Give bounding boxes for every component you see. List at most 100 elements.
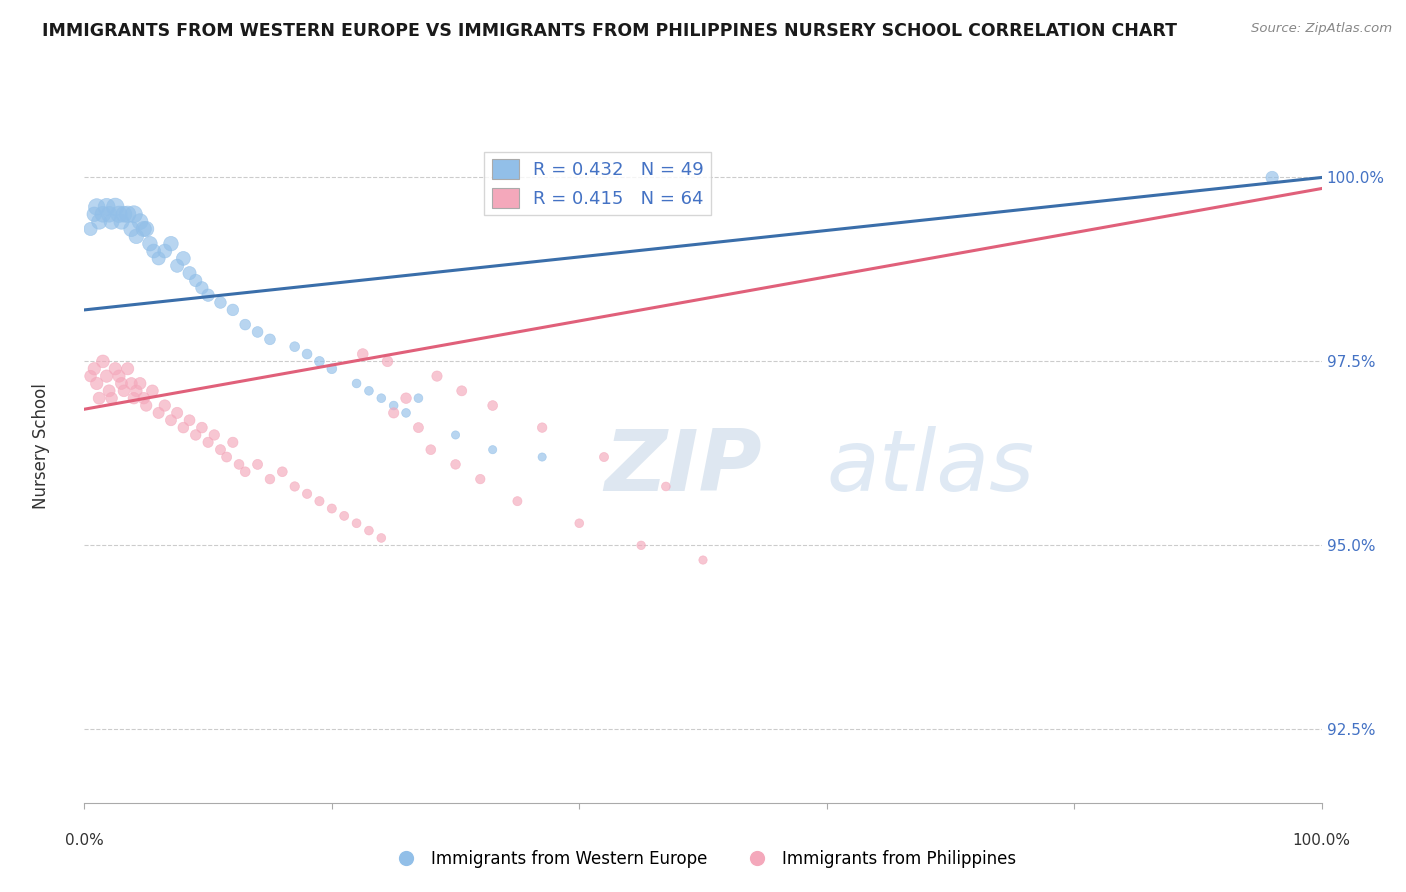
- Point: [426, 369, 449, 384]
- Point: [120, 222, 142, 236]
- Point: [246, 325, 269, 339]
- Point: [352, 347, 374, 361]
- Point: [481, 399, 503, 413]
- Point: [86, 376, 108, 391]
- Point: [98, 207, 121, 221]
- Point: [197, 288, 219, 302]
- Point: [295, 347, 318, 361]
- Point: [222, 435, 245, 450]
- Point: [110, 376, 132, 391]
- Point: [408, 420, 430, 434]
- Point: [395, 391, 418, 405]
- Point: [382, 399, 405, 413]
- Point: [259, 332, 281, 346]
- Point: [129, 214, 152, 228]
- Point: [271, 465, 294, 479]
- Point: [321, 501, 343, 516]
- Point: [117, 207, 139, 221]
- Point: [481, 442, 503, 457]
- Point: [135, 222, 157, 236]
- Point: [122, 391, 145, 405]
- Text: Nursery School: Nursery School: [32, 383, 51, 509]
- Point: [321, 361, 343, 376]
- Point: [215, 450, 238, 464]
- Point: [308, 494, 330, 508]
- Point: [132, 391, 155, 405]
- Point: [506, 494, 529, 508]
- Point: [104, 200, 127, 214]
- Point: [79, 369, 101, 384]
- Point: [470, 472, 492, 486]
- Point: [96, 369, 118, 384]
- Point: [160, 413, 183, 427]
- Point: [179, 413, 201, 427]
- Point: [191, 420, 214, 434]
- Point: [593, 450, 616, 464]
- Point: [346, 376, 368, 391]
- Point: [377, 354, 399, 368]
- Point: [148, 406, 170, 420]
- Point: [357, 384, 380, 398]
- Point: [382, 406, 405, 420]
- Point: [202, 428, 225, 442]
- Point: [132, 222, 155, 236]
- Point: [172, 252, 194, 266]
- Point: [86, 200, 108, 214]
- Legend: Immigrants from Western Europe, Immigrants from Philippines: Immigrants from Western Europe, Immigran…: [382, 844, 1024, 875]
- Point: [531, 420, 554, 434]
- Point: [209, 295, 232, 310]
- Text: IMMIGRANTS FROM WESTERN EUROPE VS IMMIGRANTS FROM PHILIPPINES NURSERY SCHOOL COR: IMMIGRANTS FROM WESTERN EUROPE VS IMMIGR…: [42, 22, 1177, 40]
- Text: 0.0%: 0.0%: [65, 833, 104, 848]
- Point: [142, 244, 165, 258]
- Point: [172, 420, 194, 434]
- Text: atlas: atlas: [827, 425, 1035, 509]
- Point: [153, 244, 176, 258]
- Point: [160, 236, 183, 251]
- Point: [125, 384, 148, 398]
- Point: [184, 273, 207, 287]
- Point: [450, 384, 472, 398]
- Point: [83, 361, 105, 376]
- Point: [120, 376, 142, 391]
- Text: 100.0%: 100.0%: [1292, 833, 1351, 848]
- Point: [166, 406, 188, 420]
- Point: [89, 391, 111, 405]
- Point: [91, 207, 114, 221]
- Point: [222, 302, 245, 317]
- Point: [83, 207, 105, 221]
- Legend: R = 0.432   N = 49, R = 0.415   N = 64: R = 0.432 N = 49, R = 0.415 N = 64: [485, 152, 711, 215]
- Point: [79, 222, 101, 236]
- Point: [112, 384, 135, 398]
- Point: [692, 553, 714, 567]
- Point: [209, 442, 232, 457]
- Point: [370, 531, 392, 545]
- Point: [531, 450, 554, 464]
- Point: [104, 361, 127, 376]
- Point: [148, 252, 170, 266]
- Point: [184, 428, 207, 442]
- Point: [112, 207, 135, 221]
- Point: [395, 406, 418, 420]
- Point: [1261, 170, 1284, 185]
- Point: [246, 458, 269, 472]
- Point: [129, 376, 152, 391]
- Point: [444, 458, 467, 472]
- Point: [135, 399, 157, 413]
- Point: [139, 236, 162, 251]
- Point: [284, 340, 307, 354]
- Point: [568, 516, 591, 531]
- Point: [346, 516, 368, 531]
- Point: [108, 369, 131, 384]
- Point: [228, 458, 250, 472]
- Point: [308, 354, 330, 368]
- Point: [179, 266, 201, 280]
- Point: [408, 391, 430, 405]
- Point: [191, 281, 214, 295]
- Point: [333, 508, 356, 523]
- Point: [89, 214, 111, 228]
- Point: [166, 259, 188, 273]
- Text: ZIP: ZIP: [605, 425, 762, 509]
- Point: [197, 435, 219, 450]
- Point: [370, 391, 392, 405]
- Point: [108, 207, 131, 221]
